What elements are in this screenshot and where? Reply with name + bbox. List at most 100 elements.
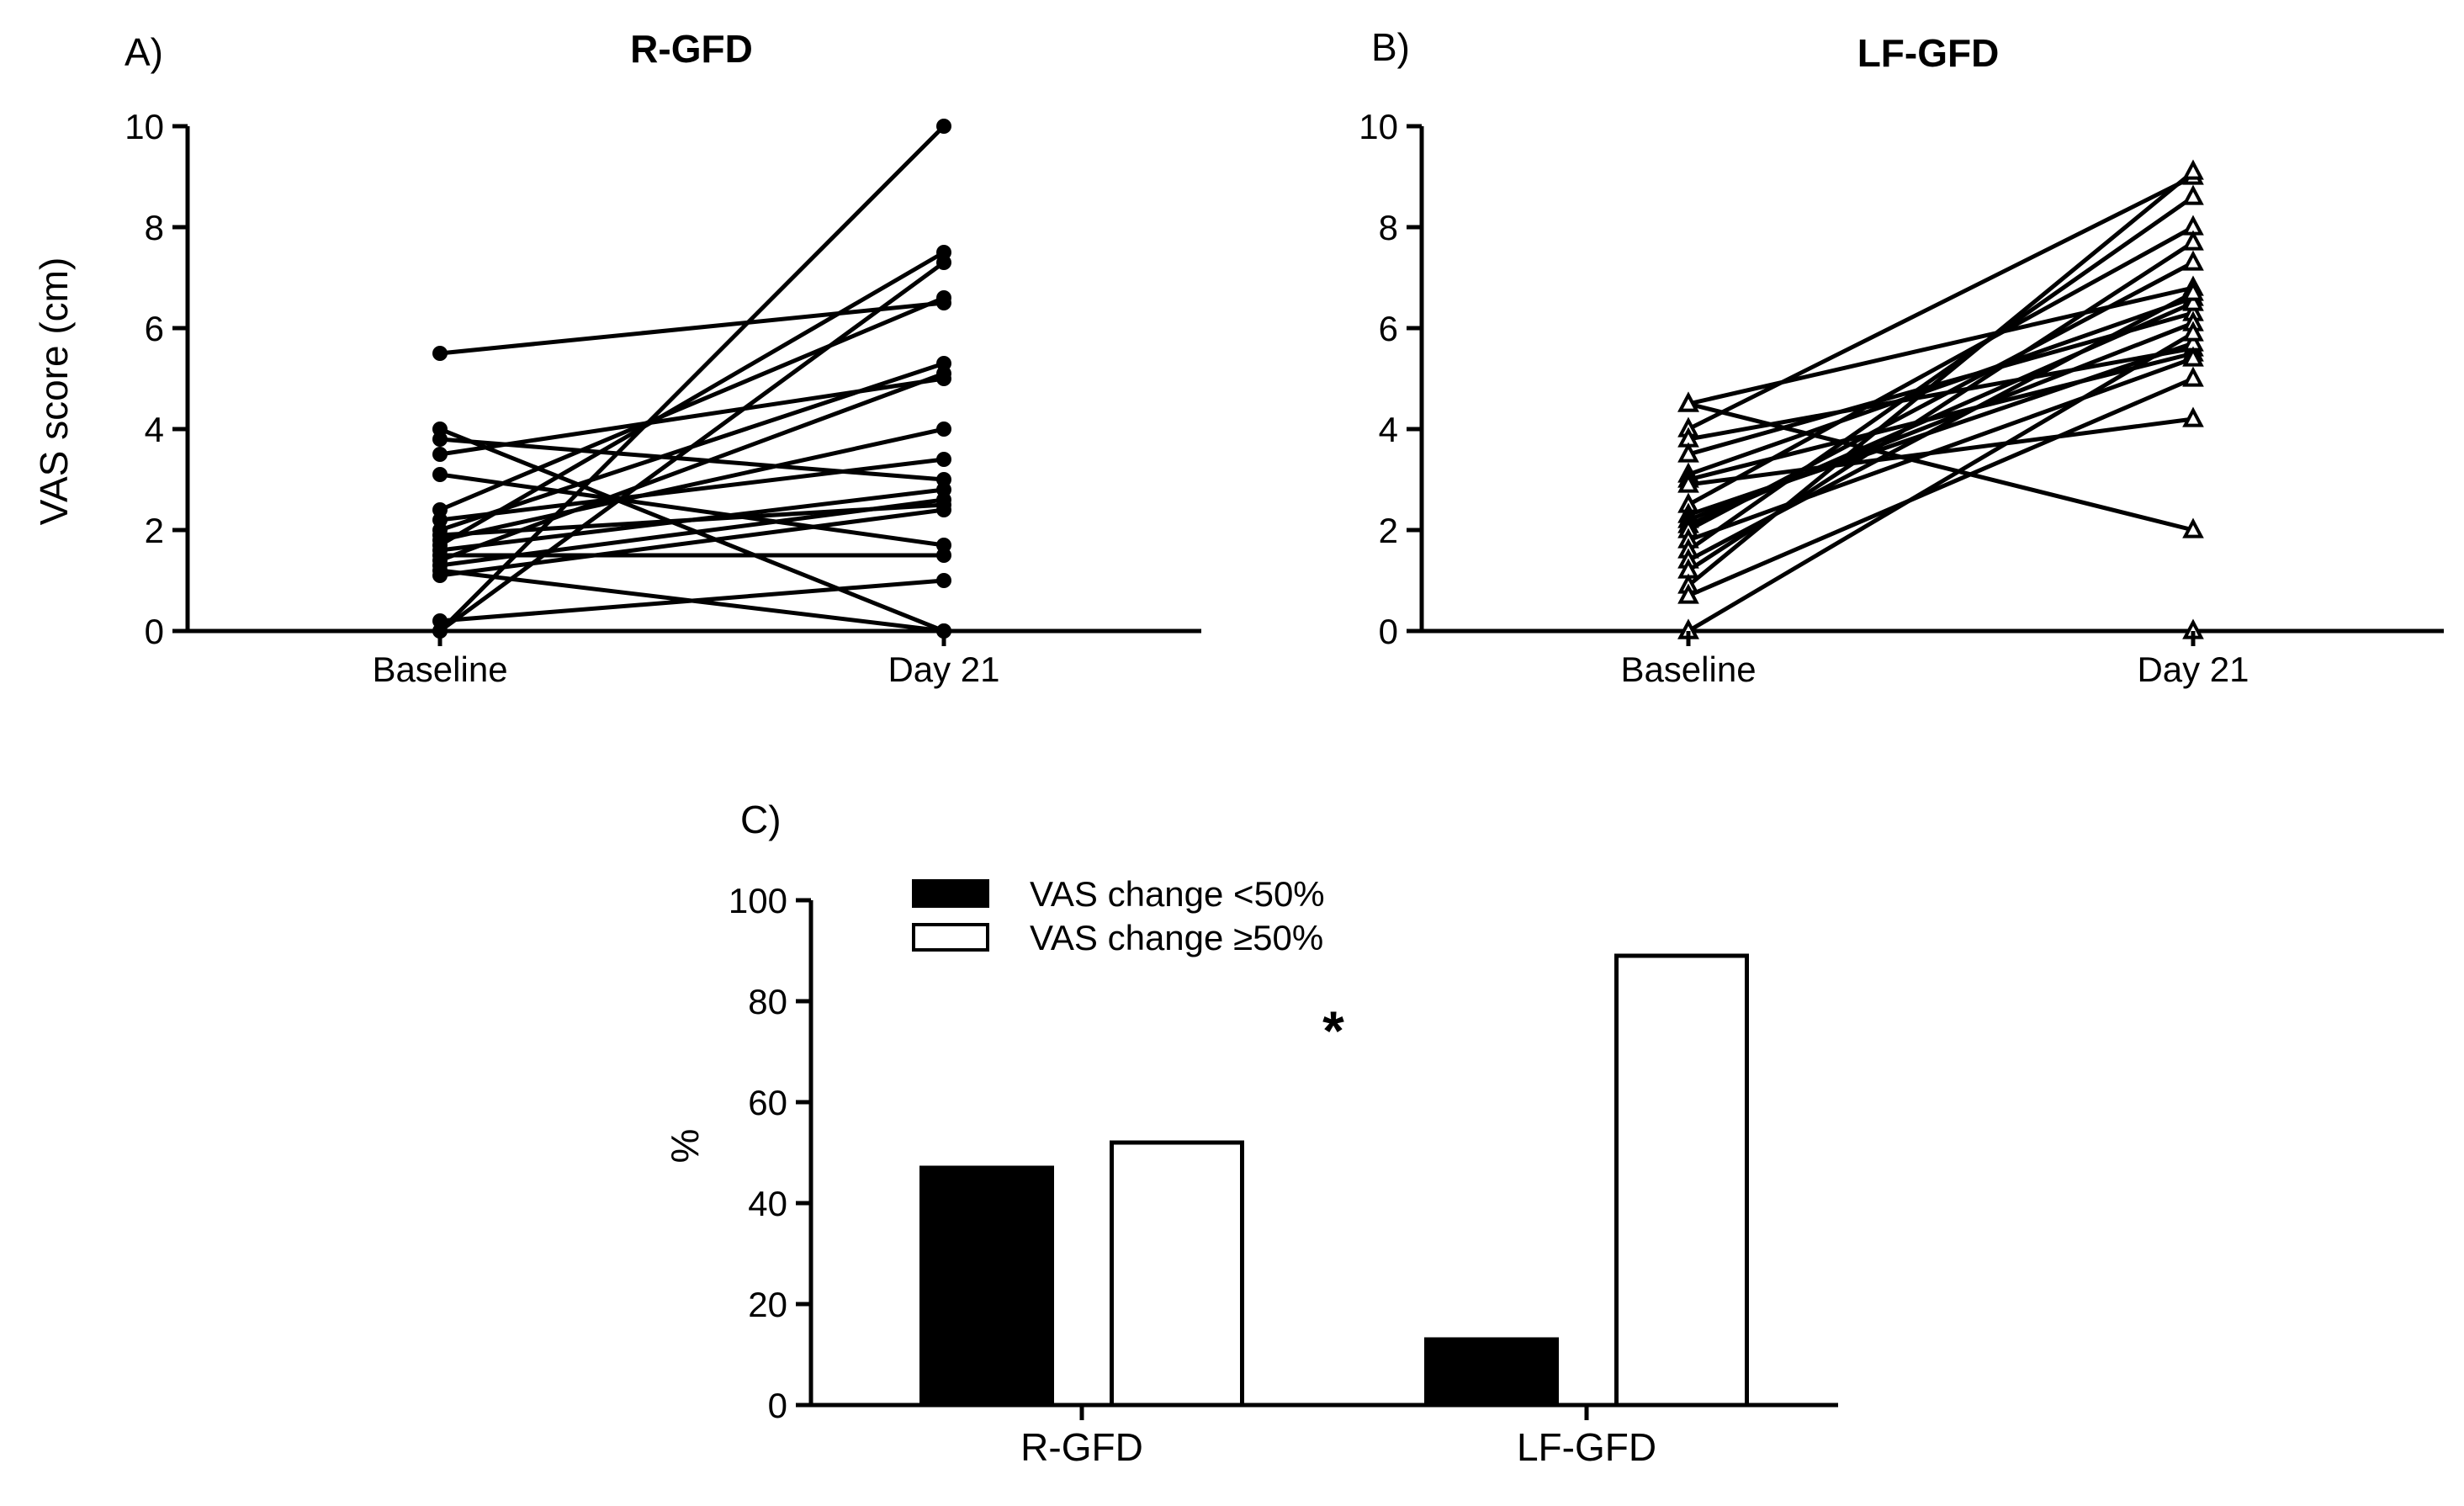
panela-point-marker bbox=[432, 467, 448, 482]
panelb-subject-line bbox=[1687, 300, 2195, 528]
panelc-y-tick-label: 40 bbox=[748, 1184, 787, 1223]
panelb-point-marker bbox=[2182, 159, 2204, 180]
panela-subject-line bbox=[439, 497, 945, 568]
panelb-subject-line bbox=[1687, 331, 2195, 634]
panelb-y-tick-label: 8 bbox=[1379, 208, 1398, 247]
panelc-x-tick-label: R-GFD bbox=[1020, 1425, 1143, 1469]
panela-subject-line bbox=[439, 472, 945, 548]
panelb-point-marker bbox=[2182, 517, 2204, 538]
panelb-y-tick-label: 2 bbox=[1379, 511, 1398, 550]
bar-at-least-50-lf-gfd bbox=[1614, 953, 1749, 1408]
panelb-subject-line bbox=[1688, 346, 2194, 442]
panel-b-label: B) bbox=[1371, 25, 1410, 69]
legend-swatch-at-least-50 bbox=[912, 923, 989, 952]
panelb-point-marker bbox=[2182, 321, 2204, 342]
panela-subject-line bbox=[439, 507, 945, 578]
panelb-point-marker bbox=[1677, 583, 1699, 604]
panela-point-marker bbox=[936, 366, 951, 381]
legend-label-below-50: VAS change <50% bbox=[1030, 874, 1325, 914]
panelb-point-marker bbox=[1677, 472, 1699, 493]
panela-point-marker bbox=[432, 568, 448, 583]
panelb-subject-line bbox=[1687, 194, 2195, 553]
panela-y-tick-label: 4 bbox=[145, 410, 164, 449]
panelb-point-marker bbox=[2182, 406, 2204, 427]
panel-a-y-axis-label: VAS score (cm) bbox=[32, 257, 76, 526]
legend-swatch-below-50 bbox=[912, 879, 989, 908]
panelb-x-tick-label: Day 21 bbox=[2137, 650, 2249, 689]
panel-b-title: LF-GFD bbox=[1857, 31, 2000, 75]
panela-subject-line bbox=[439, 457, 945, 522]
panela-y-tick-label: 2 bbox=[145, 511, 164, 550]
panelb-point-marker bbox=[1677, 391, 1699, 412]
panela-subject-line bbox=[439, 487, 945, 553]
panelc-y-tick-label: 80 bbox=[748, 982, 787, 1021]
panelb-subject-line bbox=[1688, 416, 2194, 487]
panel-c-y-axis-label: % bbox=[663, 1129, 707, 1164]
panelc-y-tick-label: 20 bbox=[748, 1285, 787, 1324]
panela-point-marker bbox=[936, 255, 951, 270]
panelb-point-marker bbox=[2182, 250, 2204, 271]
panelb-subject-line bbox=[1687, 170, 2195, 587]
panela-subject-line bbox=[439, 295, 945, 512]
panela-subject-line bbox=[438, 260, 946, 634]
panela-y-tick-label: 10 bbox=[125, 107, 164, 146]
panela-subject-line bbox=[439, 427, 945, 634]
legend-label-at-least-50: VAS change ≥50% bbox=[1030, 918, 1323, 957]
panela-subject-line bbox=[438, 250, 946, 548]
panelb-y-tick-label: 4 bbox=[1379, 410, 1398, 449]
panela-subject-line bbox=[439, 427, 945, 543]
panel-b-chart: B) LF-GFD 0 2 4 6 8 10 Baseline Day 21 bbox=[1359, 25, 2444, 689]
panela-point-marker bbox=[936, 290, 951, 305]
panel-c-chart: C) % 0 20 40 60 80 100 R-GFD LF-GFD VAS change… bbox=[663, 798, 1838, 1469]
panelc-x-tick-label: LF-GFD bbox=[1517, 1425, 1656, 1469]
bar-at-least-50-r-gfd bbox=[1110, 1140, 1244, 1408]
panela-y-tick-label: 6 bbox=[145, 309, 164, 348]
panelb-subject-line bbox=[1688, 295, 2194, 477]
panelb-point-marker bbox=[2182, 290, 2204, 311]
panel-c-label: C) bbox=[740, 798, 782, 841]
panelc-y-tick-label: 60 bbox=[748, 1083, 787, 1122]
panel-c-legend: VAS change <50% VAS change ≥50% bbox=[912, 874, 1325, 957]
panelb-point-marker bbox=[2182, 230, 2204, 251]
panela-point-marker bbox=[432, 346, 448, 361]
bar-below-50-r-gfd bbox=[919, 1165, 1054, 1408]
panela-x-tick-label: Day 21 bbox=[888, 650, 999, 689]
panela-subject-line bbox=[439, 300, 945, 356]
panelc-y-tick-label: 0 bbox=[768, 1386, 787, 1425]
panelb-x-tick-label: Baseline bbox=[1620, 650, 1756, 689]
panela-point-marker bbox=[432, 432, 448, 447]
panelb-point-marker bbox=[2182, 184, 2204, 205]
panel-a-chart: A) R-GFD VAS score (cm) 0 2 4 6 8 10 Baseline… bbox=[32, 27, 1201, 689]
panel-a-title: R-GFD bbox=[630, 27, 753, 71]
panela-subject-line bbox=[439, 437, 945, 482]
panelb-point-marker bbox=[2182, 366, 2204, 387]
panelb-point-marker bbox=[2182, 346, 2204, 367]
panela-y-tick-label: 0 bbox=[145, 612, 164, 651]
panelb-subject-line bbox=[1688, 376, 2194, 598]
panela-point-marker bbox=[936, 573, 951, 588]
panelb-y-tick-label: 0 bbox=[1379, 612, 1398, 651]
panela-point-marker bbox=[432, 447, 448, 462]
panela-point-marker bbox=[936, 422, 951, 437]
panela-point-marker bbox=[936, 452, 951, 467]
panel-a-label: A) bbox=[125, 30, 163, 74]
panelb-subject-line bbox=[1688, 356, 2194, 543]
panela-x-tick-label: Baseline bbox=[372, 650, 507, 689]
panelb-point-marker bbox=[2182, 280, 2204, 301]
panela-point-marker bbox=[936, 502, 951, 517]
panelb-y-tick-label: 10 bbox=[1359, 107, 1398, 146]
panelb-subject-line bbox=[1687, 174, 2195, 432]
panela-point-marker bbox=[936, 119, 951, 134]
panelc-y-tick-label: 100 bbox=[729, 881, 787, 920]
panela-point-marker bbox=[936, 548, 951, 563]
panelb-point-marker bbox=[1677, 442, 1699, 463]
panela-subject-line bbox=[439, 371, 945, 563]
significance-asterisk: * bbox=[1322, 1000, 1344, 1062]
panela-subject-line bbox=[438, 125, 946, 633]
panelb-subject-line bbox=[1687, 260, 2195, 533]
panela-y-tick-label: 8 bbox=[145, 208, 164, 247]
panela-subject-line bbox=[439, 578, 945, 623]
panelb-y-tick-label: 6 bbox=[1379, 309, 1398, 348]
panelb-subject-line bbox=[1687, 225, 2195, 507]
